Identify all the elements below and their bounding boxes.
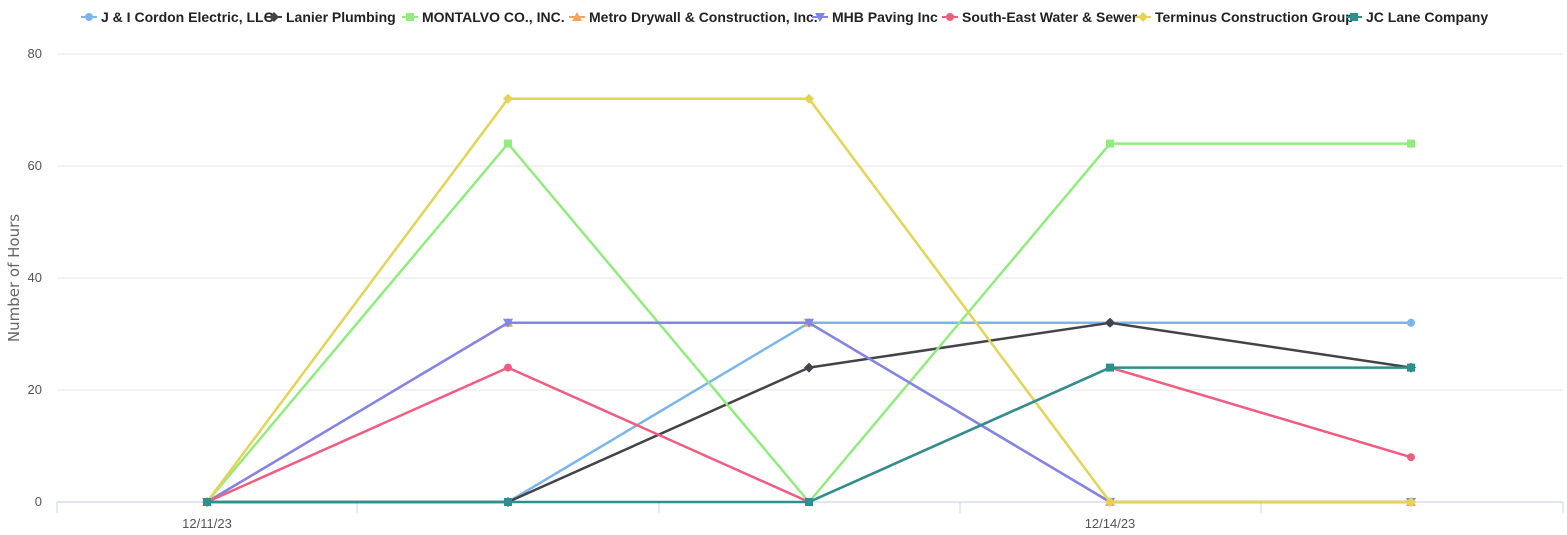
legend-item[interactable]: Lanier Plumbing [266,9,396,25]
data-point[interactable] [504,498,512,506]
y-tick-label: 60 [28,158,42,173]
legend-label: Metro Drywall & Construction, Inc. [589,9,818,25]
data-point[interactable] [503,93,513,104]
legend-label: MONTALVO CO., INC. [422,9,565,25]
data-point[interactable] [503,318,513,328]
series-0 [203,318,1415,506]
series-line[interactable] [205,97,1411,504]
data-point[interactable] [804,318,814,328]
legend-label: J & I Cordon Electric, LLC [101,9,274,25]
legend-label: JC Lane Company [1366,9,1488,25]
series-7 [203,363,1415,506]
series-layer [202,93,1416,507]
series-line[interactable] [207,321,1411,504]
legend-label: Lanier Plumbing [286,9,396,25]
series-1 [202,317,1416,507]
series-line[interactable] [206,321,1411,504]
data-point[interactable] [504,363,512,372]
data-point[interactable] [1105,497,1115,507]
legend-item[interactable]: Terminus Construction Group [1135,9,1354,25]
legend-item[interactable]: Metro Drywall & Construction, Inc. [569,9,818,25]
y-tick-label: 80 [28,46,42,61]
legend-symbol [1350,13,1358,21]
series-6 [202,93,1416,507]
legend-item[interactable]: MONTALVO CO., INC. [402,9,565,25]
data-point[interactable] [1106,139,1114,148]
series-3 [202,317,1416,506]
data-point[interactable] [1407,363,1415,372]
legend-symbol [269,12,279,22]
series-line[interactable] [206,321,1411,504]
data-point[interactable] [1105,317,1115,328]
series-line[interactable] [207,366,1411,504]
x-tick-label: 12/11/23 [182,516,232,531]
data-point[interactable] [1106,363,1114,372]
legend-item[interactable]: South-East Water & Sewer [942,9,1138,25]
series-5 [203,363,1415,506]
legend-item[interactable]: MHB Paving Inc [812,9,938,25]
legend-symbol [572,12,582,21]
legend-symbol [85,13,93,21]
y-tick-label: 20 [28,382,42,397]
data-point[interactable] [804,362,814,373]
series-line[interactable] [206,366,1412,504]
grid-lines: 0 20 40 60 80 [28,46,1563,509]
data-point[interactable] [804,93,814,104]
data-point[interactable] [1407,139,1415,148]
data-point[interactable] [504,139,512,148]
data-point[interactable] [203,498,211,506]
legend-symbol [1138,12,1148,22]
data-point[interactable] [1406,497,1416,507]
data-point[interactable] [1407,318,1415,327]
data-point[interactable] [1407,453,1415,462]
legend-symbol [815,13,825,22]
x-tick-label: 12/14/23 [1085,516,1136,531]
series-line[interactable] [207,321,1412,504]
legend-symbol [406,13,414,21]
legend-item[interactable]: JC Lane Company [1346,9,1488,25]
legend-symbol [946,13,954,21]
axes: 12/11/23 12/14/23 [56,501,1564,531]
y-tick-label: 40 [28,270,42,285]
y-axis-title: Number of Hours [5,214,23,342]
legend[interactable]: J & I Cordon Electric, LLC Lanier Plumbin… [81,9,1488,25]
legend-label: MHB Paving Inc [832,9,938,25]
legend-item[interactable]: J & I Cordon Electric, LLC [81,9,274,25]
series-4 [202,318,1416,507]
data-point[interactable] [805,498,813,506]
y-tick-label: 0 [35,494,42,509]
legend-label: Terminus Construction Group [1155,9,1354,25]
legend-label: South-East Water & Sewer [962,9,1138,25]
